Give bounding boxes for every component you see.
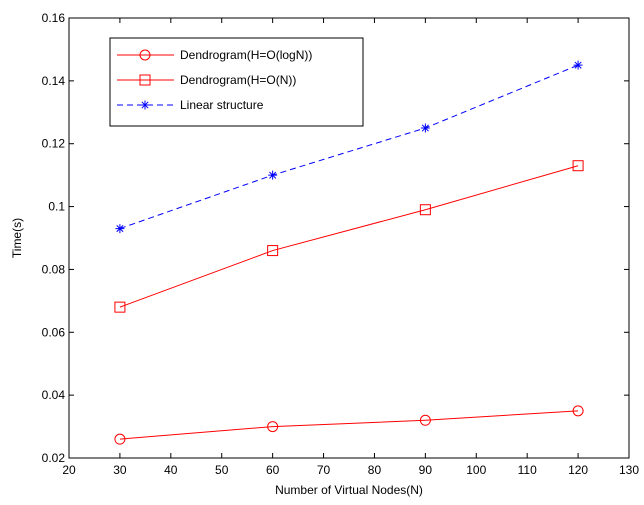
series-1-point-4-shape (572, 405, 584, 417)
series-layer (114, 60, 584, 445)
series-2-point-2-shape (267, 245, 279, 257)
legend-item-2-label: Dendrogram(H=O(N)) (180, 73, 296, 87)
x-tick-label-1: 20 (62, 463, 76, 477)
legend-items: Dendrogram(H=O(logN)) Dendrogram(H=O(N)) L… (117, 48, 312, 112)
x-tick-label-10: 110 (518, 463, 537, 477)
series-3-point-4 (573, 60, 583, 70)
x-tick-label-8: 90 (419, 463, 433, 477)
y-tick-label-6: 0.12 (42, 137, 66, 151)
y-tick-label-2: 0.04 (42, 388, 66, 402)
series-3-line (119, 64, 579, 230)
series-2-point-2 (267, 245, 279, 257)
legend-item-2-marker-shape (139, 74, 151, 86)
series-1-point-1 (114, 433, 126, 445)
series-3-point-4-shape (573, 60, 583, 70)
legend-item-3: Linear structure (117, 98, 264, 112)
series-1-point-2-shape (267, 421, 279, 433)
series-3-point-2 (268, 170, 278, 180)
series-2-point-3-shape (419, 204, 431, 216)
x-tick-label-9: 100 (466, 463, 486, 477)
series-3-point-1-shape (115, 224, 125, 234)
legend-item-1-marker-shape (139, 49, 151, 61)
legend-box (109, 37, 364, 127)
x-tick-label-4: 50 (215, 463, 229, 477)
series-2-line (119, 165, 579, 308)
axes-box (68, 17, 630, 459)
x-tick-label-3: 40 (164, 463, 178, 477)
series-1-point-4 (572, 405, 584, 417)
x-tick-label-2: 30 (113, 463, 127, 477)
series-2-point-4-shape (572, 160, 584, 172)
series-3-point-3-shape (420, 123, 430, 133)
series-1-point-2 (267, 421, 279, 433)
legend-item-1-label: Dendrogram(H=O(logN)) (180, 48, 312, 62)
y-tick-label-7: 0.14 (42, 74, 66, 88)
legend-item-3-marker (140, 100, 150, 110)
legend-item-3-label: Linear structure (180, 98, 264, 112)
x-tick-label-6: 70 (317, 463, 331, 477)
y-tick-label-4: 0.08 (42, 262, 66, 276)
legend: Dendrogram(H=O(logN)) Dendrogram(H=O(N)) L… (109, 37, 364, 127)
series-2-point-4 (572, 160, 584, 172)
legend-item-1: Dendrogram(H=O(logN)) (117, 48, 312, 62)
series-2 (114, 160, 584, 313)
x-tick-label-5: 60 (266, 463, 280, 477)
y-tick-label-3: 0.06 (42, 325, 66, 339)
y-tick-label-5: 0.1 (48, 200, 65, 214)
series-3-point-3 (420, 123, 430, 133)
legend-item-2-marker (139, 74, 151, 86)
y-tick-label-8: 0.16 (42, 11, 66, 25)
series-1-line (119, 410, 579, 440)
legend-item-3-marker-shape (140, 100, 150, 110)
series-2-point-1 (114, 301, 126, 313)
series-2-point-3 (419, 204, 431, 216)
series-2-point-1-shape (114, 301, 126, 313)
series-1-point-1-shape (114, 433, 126, 445)
series-1 (114, 405, 584, 445)
x-axis-label: Number of Virtual Nodes(N) (275, 483, 423, 497)
legend-item-1-marker (139, 49, 151, 61)
x-tick-label-11: 120 (568, 463, 588, 477)
series-1-point-3 (419, 414, 431, 426)
series-1-point-3-shape (419, 414, 431, 426)
legend-item-2: Dendrogram(H=O(N)) (117, 73, 296, 87)
x-tick-label-7: 80 (368, 463, 382, 477)
y-axis-label: Time(s) (10, 218, 24, 258)
y-tick-label-1: 0.02 (42, 451, 66, 465)
x-tick-label-12: 130 (619, 463, 639, 477)
series-3-point-1 (115, 224, 125, 234)
series-3 (115, 60, 583, 234)
axes-layer: 20 30 40 50 60 70 80 90 100 110 120 130 0.02 0.04 0.06… (42, 11, 640, 477)
series-3-point-2-shape (268, 170, 278, 180)
